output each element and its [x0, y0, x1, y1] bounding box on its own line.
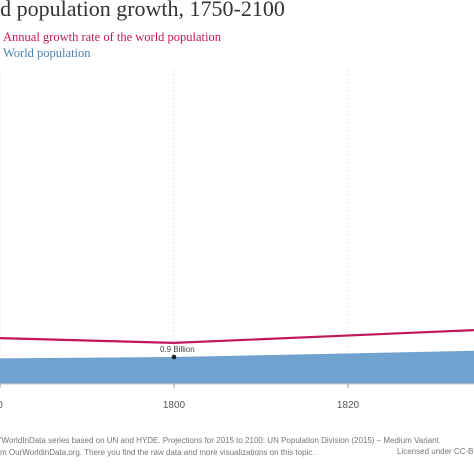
x-tick-label: 1800	[163, 400, 186, 411]
data-label: 0.9 Billion	[160, 345, 195, 354]
growth-rate-path	[0, 329, 474, 344]
legend-growth-rate: Annual growth rate of the world populati…	[3, 30, 222, 44]
license-note: Licensed under CC-BY	[397, 447, 474, 456]
chart-title: ld population growth, 1750-2100	[0, 0, 285, 21]
source-note: 'WorldInData series based on UN and HYDE…	[0, 436, 442, 445]
x-tick-label: 0	[0, 400, 3, 411]
x-tick-label: 1820	[337, 400, 360, 411]
population-area-historical	[0, 350, 474, 384]
data-point	[171, 354, 177, 360]
x-axis: 0180018201840186018801900192019401960198…	[0, 383, 474, 411]
population-area: 2015Projec(UN Medium Fe	[0, 350, 474, 384]
grid-lines	[0, 70, 349, 384]
data-link-note: m OurWorldinData.org. There you find the…	[0, 448, 315, 457]
growth-rate-line	[0, 329, 474, 344]
legend-world-population: World population	[3, 46, 91, 60]
